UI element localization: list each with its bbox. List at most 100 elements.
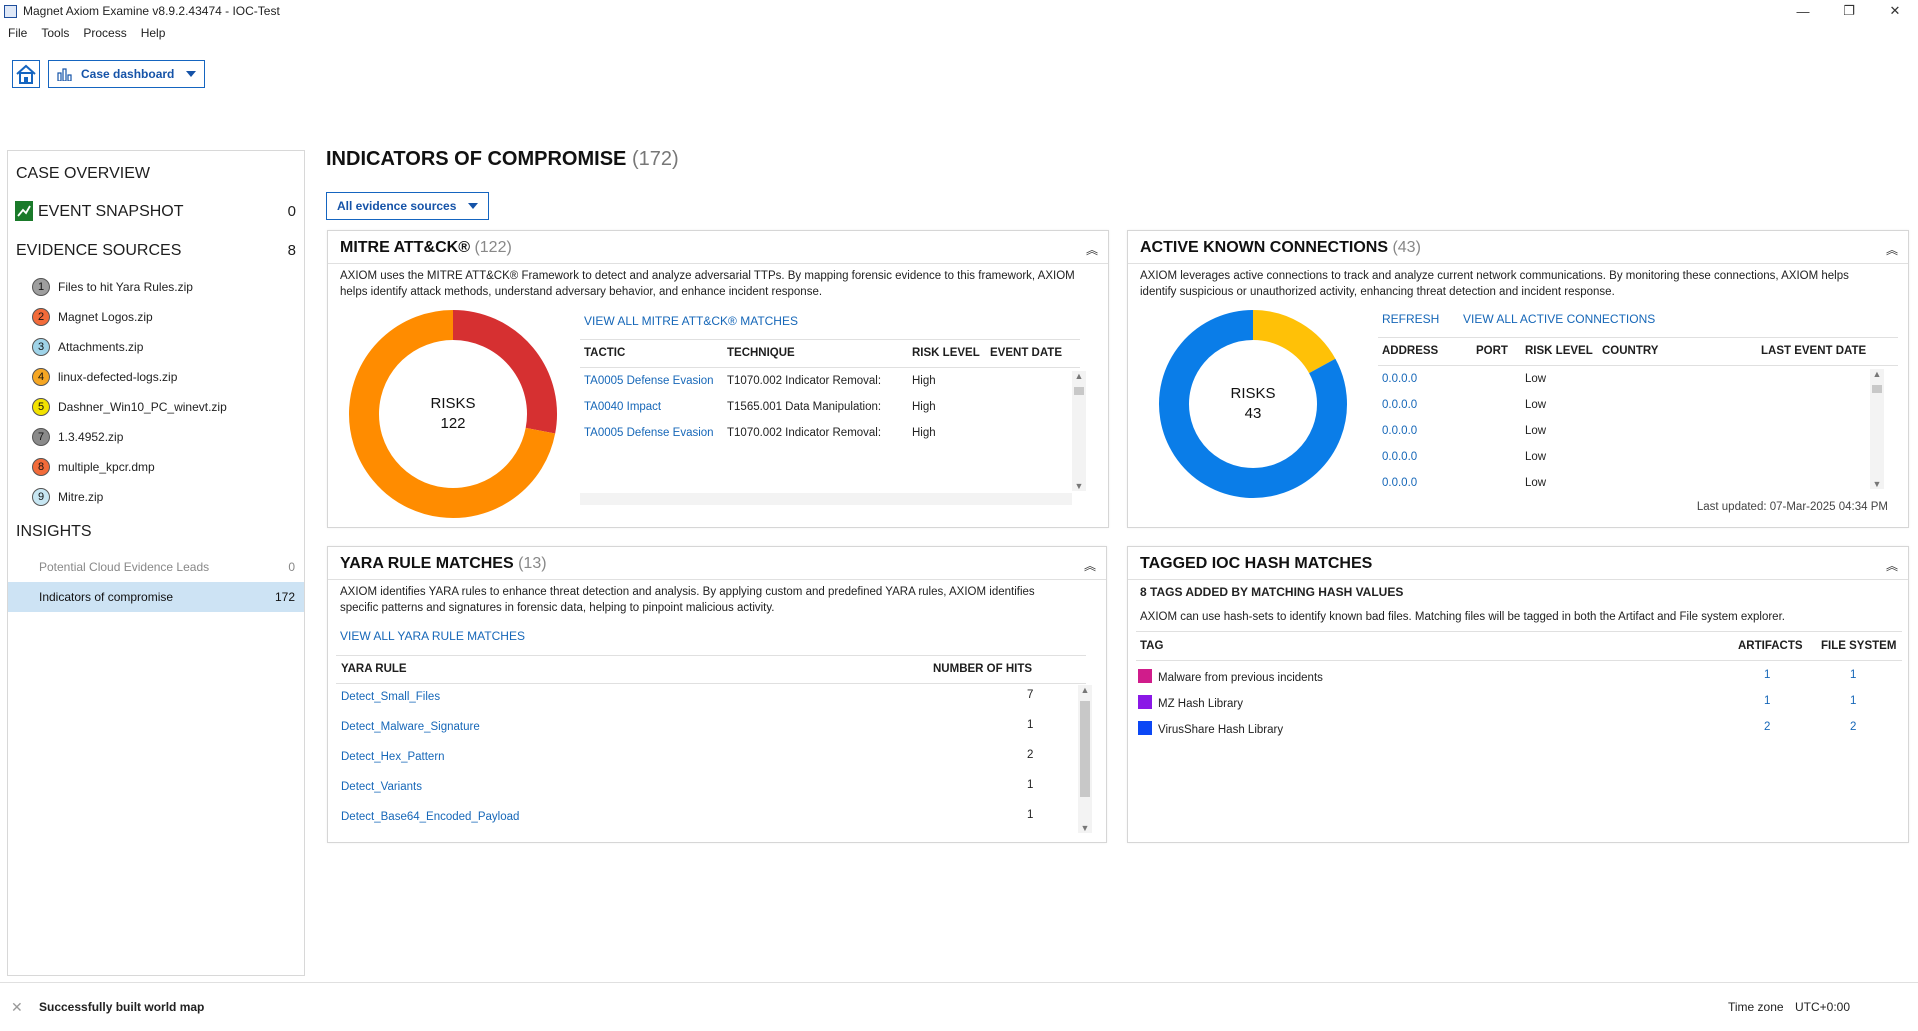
col-tactic[interactable]: TACTIC	[584, 347, 626, 359]
minimize-button[interactable]: —	[1796, 3, 1810, 19]
mitre-hscrollbar[interactable]	[580, 493, 1072, 505]
collapse-icon[interactable]: ︽	[1885, 243, 1898, 257]
mitre-tactic-link[interactable]: TA0005 Defense Evasion	[584, 375, 714, 387]
divider	[1136, 631, 1902, 632]
col-address[interactable]: ADDRESS	[1382, 345, 1439, 357]
tag-artifacts-link[interactable]: 1	[1764, 669, 1771, 681]
refresh-link[interactable]: REFRESH	[1382, 312, 1440, 326]
scroll-down-icon[interactable]: ▼	[1080, 823, 1090, 833]
tag-row[interactable]: VirusShare Hash Library	[1138, 721, 1283, 736]
col-risk-level[interactable]: RISK LEVEL	[1525, 345, 1593, 357]
dismiss-icon[interactable]: ✕	[11, 999, 23, 1015]
col-country[interactable]: COUNTRY	[1602, 345, 1659, 357]
divider	[336, 655, 1086, 656]
menu-help[interactable]: Help	[140, 26, 166, 40]
yara-rule-link[interactable]: Detect_Hex_Pattern	[341, 751, 445, 763]
event-snapshot-label[interactable]: EVENT SNAPSHOT	[38, 203, 184, 220]
tag-row[interactable]: Malware from previous incidents	[1138, 669, 1323, 684]
evidence-source-item[interactable]: 1 Files to hit Yara Rules.zip	[32, 278, 193, 296]
insight-indicators-of-compromise[interactable]: Indicators of compromise 172	[8, 582, 304, 612]
case-overview-heading[interactable]: CASE OVERVIEW	[16, 165, 150, 182]
insights-heading[interactable]: INSIGHTS	[16, 523, 92, 540]
close-button[interactable]: ✕	[1889, 3, 1901, 18]
yara-rule-link[interactable]: Detect_Variants	[341, 781, 422, 793]
donut-segment-medium[interactable]	[1252, 310, 1336, 374]
donut-segment-medium[interactable]	[349, 310, 556, 518]
connection-address-link[interactable]: 0.0.0.0	[1382, 399, 1418, 411]
mitre-scrollbar[interactable]: ▲ ▼	[1072, 371, 1086, 491]
evidence-source-item[interactable]: 7 1.3.4952.zip	[32, 428, 123, 446]
col-number-of-hits[interactable]: NUMBER OF HITS	[933, 663, 1033, 675]
evidence-source-item[interactable]: 3 Attachments.zip	[32, 338, 143, 356]
evidence-source-label: linux-defected-logs.zip	[58, 370, 178, 384]
mitre-risk-level: High	[912, 427, 936, 439]
yara-rule-link[interactable]: Detect_Small_Files	[341, 691, 441, 703]
chevron-down-icon	[186, 71, 197, 77]
insight-cloud-leads[interactable]: Potential Cloud Evidence Leads 0	[8, 552, 304, 582]
yara-rule-link[interactable]: Detect_Malware_Signature	[341, 721, 480, 733]
connections-scrollbar[interactable]: ▲ ▼	[1870, 369, 1884, 489]
donut-segment-high[interactable]	[452, 310, 557, 434]
tag-artifacts-link[interactable]: 2	[1764, 721, 1771, 733]
col-artifacts[interactable]: ARTIFACTS	[1738, 640, 1803, 652]
divider	[328, 263, 1108, 264]
col-tag[interactable]: TAG	[1140, 640, 1164, 652]
scroll-up-icon[interactable]: ▲	[1872, 369, 1882, 379]
col-port[interactable]: PORT	[1476, 345, 1508, 357]
evidence-source-item[interactable]: 8 multiple_kpcr.dmp	[32, 458, 155, 476]
yara-scrollbar[interactable]: ▲ ▼	[1078, 685, 1092, 833]
scroll-down-icon[interactable]: ▼	[1872, 479, 1882, 489]
col-last-event-date[interactable]: LAST EVENT DATE	[1761, 345, 1867, 357]
col-file-system[interactable]: FILE SYSTEM	[1821, 640, 1897, 652]
col-risk-level[interactable]: RISK LEVEL	[912, 347, 980, 359]
mitre-tactic-link[interactable]: TA0040 Impact	[584, 479, 662, 491]
col-yara-rule[interactable]: YARA RULE	[341, 663, 407, 675]
scroll-up-icon[interactable]: ▲	[1074, 371, 1084, 381]
scroll-down-icon[interactable]: ▼	[1074, 481, 1084, 491]
tagged-subtitle: 8 TAGS ADDED BY MATCHING HASH VALUES	[1140, 585, 1404, 599]
tag-filesystem-link[interactable]: 1	[1850, 669, 1857, 681]
timezone-value[interactable]: UTC+0:00	[1795, 1000, 1851, 1014]
scroll-up-icon[interactable]: ▲	[1080, 685, 1090, 695]
view-all-mitre-link[interactable]: VIEW ALL MITRE ATT&CK® MATCHES	[584, 314, 798, 328]
connection-address-link[interactable]: 0.0.0.0	[1382, 425, 1418, 437]
scrollbar-thumb[interactable]	[1074, 387, 1084, 395]
connections-risk-donut	[1159, 310, 1347, 498]
home-button[interactable]	[12, 60, 40, 88]
col-technique[interactable]: TECHNIQUE	[727, 347, 795, 359]
connection-address-link[interactable]: 0.0.0.0	[1382, 477, 1418, 489]
tag-filesystem-link[interactable]: 1	[1850, 695, 1857, 707]
connection-address-link[interactable]: 0.0.0.0	[1382, 373, 1418, 385]
mitre-tactic-link[interactable]: TA0040 Impact	[584, 453, 662, 465]
mitre-tactic-link[interactable]: TA0040 Impact	[584, 401, 662, 413]
menu-file[interactable]: File	[8, 26, 28, 40]
restore-button[interactable]: ❐	[1843, 3, 1855, 18]
collapse-icon[interactable]: ︽	[1085, 243, 1098, 257]
menu-process[interactable]: Process	[83, 26, 127, 40]
tag-artifacts-link[interactable]: 1	[1764, 695, 1771, 707]
tag-filesystem-link[interactable]: 2	[1850, 721, 1857, 733]
evidence-source-item[interactable]: 9 Mitre.zip	[32, 488, 103, 506]
tag-row[interactable]: MZ Hash Library	[1138, 695, 1243, 710]
evidence-source-item[interactable]: 5 Dashner_Win10_PC_winevt.zip	[32, 398, 227, 416]
evidence-source-item[interactable]: 4 linux-defected-logs.zip	[32, 368, 177, 386]
collapse-icon[interactable]: ︽	[1083, 559, 1096, 573]
evidence-source-item[interactable]: 2 Magnet Logos.zip	[32, 308, 153, 326]
collapse-icon[interactable]: ︽	[1885, 559, 1898, 573]
divider	[1378, 337, 1898, 338]
scrollbar-thumb[interactable]	[1080, 701, 1090, 797]
evidence-source-dropdown[interactable]: All evidence sources	[326, 192, 490, 220]
connection-address-link[interactable]: 0.0.0.0	[1382, 451, 1418, 463]
view-all-yara-link[interactable]: VIEW ALL YARA RULE MATCHES	[340, 629, 525, 643]
case-dashboard-dropdown[interactable]: Case dashboard	[48, 60, 206, 88]
view-all-connections-link[interactable]: VIEW ALL ACTIVE CONNECTIONS	[1463, 312, 1656, 326]
yara-rule-link[interactable]: Detect_Base64_Encoded_Payload	[341, 811, 520, 823]
menu-tools[interactable]: Tools	[41, 26, 70, 40]
mitre-tactic-link[interactable]: TA0005 Defense Evasion	[584, 427, 714, 439]
scrollbar-thumb[interactable]	[1872, 385, 1882, 393]
connections-title: ACTIVE KNOWN CONNECTIONS (43)	[1140, 239, 1421, 257]
evidence-sources-heading[interactable]: EVIDENCE SOURCES	[16, 242, 182, 259]
col-event-date[interactable]: EVENT DATE	[990, 347, 1062, 359]
connection-risk-level: Low	[1525, 451, 1547, 463]
donut-segment-low[interactable]	[1159, 310, 1347, 498]
